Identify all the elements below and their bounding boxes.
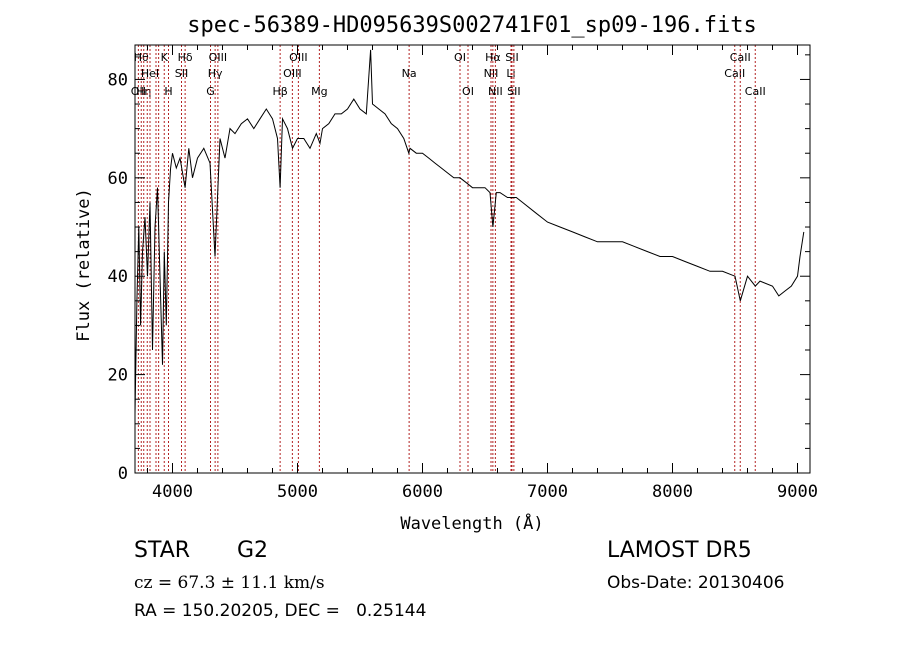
line-label-13: OIII: [209, 51, 227, 64]
line-label-8: H: [164, 85, 172, 98]
line-label-2: Hη: [136, 85, 151, 98]
object-class: STAR: [134, 538, 191, 563]
y-tick-label-0: 0: [118, 464, 128, 484]
line-label-9: SII: [175, 67, 188, 80]
x-tick-label-2: 6000: [402, 482, 443, 502]
observation-date: Obs-Date: 20130406: [607, 573, 785, 593]
line-label-27: CaII: [724, 67, 745, 80]
line-label-23: NII: [488, 85, 503, 98]
line-label-21: NII: [484, 67, 499, 80]
spectral-line-markers: OIIHθHηHeIKHSIIHδHγGOIIIHβOIIIOIIIMgNaOI…: [131, 45, 766, 473]
line-label-1: Hθ: [134, 51, 149, 64]
line-label-11: Hγ: [208, 67, 223, 80]
object-subclass: G2: [237, 538, 269, 563]
chart-title: spec-56389-HD095639S002741F01_sp09-196.f…: [187, 13, 757, 38]
line-label-20: OI: [462, 85, 474, 98]
x-axis: 4000 5000 6000 7000 8000 9000: [147, 45, 818, 502]
line-label-17: Mg: [311, 85, 327, 98]
line-label-24: Li: [506, 67, 515, 80]
y-axis: 0 20 40 60 80: [108, 54, 810, 484]
x-tick-label-0: 4000: [152, 482, 193, 502]
line-label-29: CaII: [745, 85, 766, 98]
x-tick-label-4: 8000: [652, 482, 693, 502]
y-tick-label-3: 60: [108, 169, 128, 189]
line-label-16: OIII: [289, 51, 307, 64]
line-label-7: K: [161, 51, 169, 64]
line-label-26: SII: [507, 85, 520, 98]
y-tick-label-1: 20: [108, 366, 128, 386]
plot-frame: [134, 44, 811, 474]
line-label-14: Hβ: [272, 85, 287, 98]
y-tick-label-4: 80: [108, 70, 128, 90]
line-label-28: CaII: [730, 51, 751, 64]
spectrum-series: [134, 49, 805, 415]
line-label-12: G: [206, 85, 215, 98]
y-tick-label-2: 40: [108, 267, 128, 287]
x-tick-label-5: 9000: [777, 482, 818, 502]
ra-dec-coordinates: RA = 150.20205, DEC = 0.25144: [134, 601, 427, 621]
line-label-18: Na: [402, 67, 417, 80]
line-label-25: SII: [505, 51, 518, 64]
line-label-22: Hα: [485, 51, 501, 64]
x-tick-label-1: 5000: [277, 482, 318, 502]
x-tick-label-3: 7000: [527, 482, 568, 502]
x-axis-label: Wavelength (Å): [400, 512, 543, 534]
line-label-19: OI: [454, 51, 466, 64]
spectrum-line: [134, 49, 805, 415]
line-label-15: OIII: [283, 67, 301, 80]
line-label-10: Hδ: [178, 51, 193, 64]
survey-name: LAMOST DR5: [607, 538, 752, 563]
y-axis-label: Flux (relative): [74, 188, 94, 342]
line-label-4: HeI: [141, 67, 159, 80]
redshift-velocity: cz = 67.3 ± 11.1 km/s: [134, 573, 325, 593]
